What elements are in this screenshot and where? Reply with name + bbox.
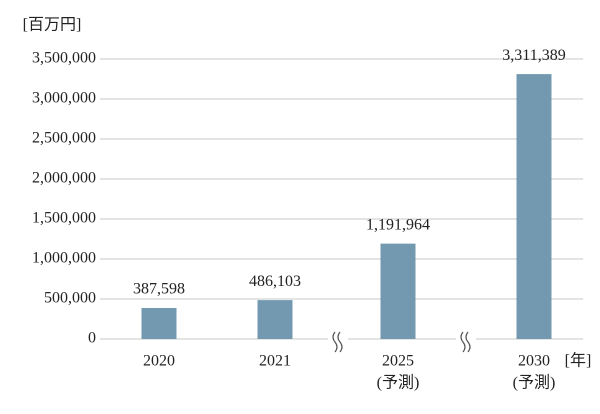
x-axis-label: [年] — [565, 352, 592, 370]
x-tick-note: (予測) — [513, 374, 556, 392]
value-label: 486,103 — [249, 273, 301, 290]
y-tick-label: 3,500,000 — [32, 50, 96, 67]
axis-break-bg — [328, 330, 348, 354]
y-tick-label: 1,500,000 — [32, 210, 96, 227]
value-label: 1,191,964 — [366, 216, 430, 233]
axis-break — [332, 331, 343, 353]
bar — [141, 307, 177, 339]
y-tick-label: 2,000,000 — [32, 170, 96, 187]
bar — [257, 300, 293, 339]
y-axis-label: [百万円] — [23, 17, 82, 34]
y-tick-label: 1,000,000 — [32, 250, 96, 267]
bar — [516, 74, 552, 340]
bar — [380, 243, 416, 339]
value-label: 387,598 — [133, 281, 185, 298]
y-tick-label: 3,000,000 — [32, 90, 96, 107]
x-tick-note: (予測) — [377, 374, 420, 392]
x-tick-label: 2021 — [259, 353, 291, 370]
axis-break-bg — [456, 330, 476, 354]
y-tick-label: 2,500,000 — [32, 130, 96, 147]
y-tick-label: 500,000 — [44, 290, 96, 307]
y-tick-label: 0 — [88, 330, 96, 347]
x-tick-label: 2030 — [518, 353, 550, 370]
x-tick-label: 2025 — [382, 353, 414, 370]
x-tick-label: 2020 — [143, 353, 175, 370]
axis-break — [460, 331, 471, 353]
value-label: 3,311,389 — [502, 47, 565, 64]
